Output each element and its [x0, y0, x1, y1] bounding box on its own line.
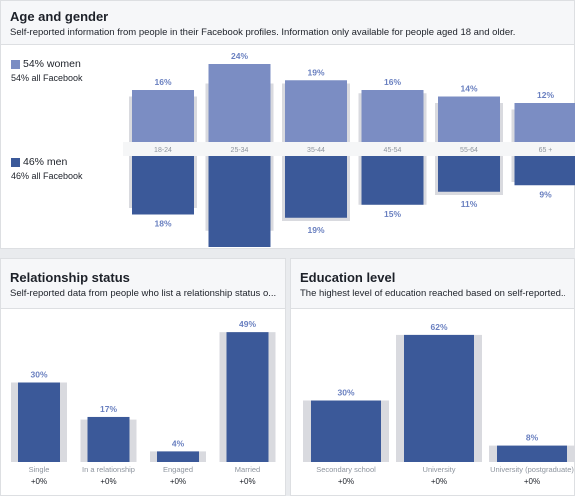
relationship-bar-engaged — [157, 451, 199, 462]
education-change-label-university-postgraduate: +0% — [524, 477, 540, 486]
education-title: Education level — [300, 270, 396, 285]
age-tick-label-45-54: 45-54 — [384, 147, 402, 154]
men-bar-25-34 — [208, 156, 271, 247]
women-value-label-35-44: 19% — [307, 67, 324, 77]
relationship-bar-married — [226, 332, 269, 462]
women-bar-55-64 — [438, 96, 500, 142]
education-header: Education level The highest level of edu… — [291, 259, 574, 309]
relationship-panel: Relationship status Self-reported data f… — [0, 258, 286, 496]
education-subtitle: The highest level of education reached b… — [300, 288, 565, 299]
women-value-label-55-64: 14% — [460, 84, 477, 94]
education-chart: 30% Secondary school +0% 62% University +0% 8%… — [303, 322, 575, 486]
women-value-label-18-24: 16% — [154, 77, 171, 87]
age-gender-chart: 16%18%18-2424%28%25-3419%19%35-4416%15%4… — [123, 51, 575, 247]
women-legend: 54% women 54% all Facebook — [11, 58, 83, 83]
women-bar-18-24 — [132, 90, 194, 142]
men-bar-45-54 — [361, 156, 424, 205]
relationship-title: Relationship status — [10, 270, 130, 285]
education-value-label-university: 62% — [430, 322, 447, 332]
men-swatch — [11, 157, 20, 167]
women-swatch — [11, 59, 20, 69]
relationship-tick-label-in-a-relationship: In a relationship — [82, 465, 135, 474]
education-tick-label-secondary-school: Secondary school — [316, 465, 376, 474]
relationship-subtitle: Self-reported data from people who list … — [10, 288, 276, 299]
relationship-tick-label-married: Married — [235, 465, 260, 474]
women-bar-25-34 — [208, 64, 271, 142]
education-bar-university — [404, 334, 474, 462]
men-value-label-65: 9% — [539, 189, 552, 199]
men-bar-55-64 — [438, 156, 500, 192]
women-value-label-25-34: 24% — [231, 51, 248, 61]
education-value-label-secondary-school: 30% — [337, 388, 354, 398]
men-bar-65 — [514, 156, 575, 186]
men-bar-35-44 — [285, 156, 347, 218]
relationship-value-label-in-a-relationship: 17% — [100, 404, 117, 414]
education-panel: Education level The highest level of edu… — [290, 258, 575, 496]
education-bar-university-postgraduate — [497, 445, 567, 462]
women-legend-sub: 54% all Facebook — [11, 73, 83, 83]
women-bar-35-44 — [285, 80, 347, 142]
age-gender-subtitle: Self-reported information from people in… — [10, 27, 516, 38]
men-value-label-18-24: 18% — [154, 219, 171, 229]
education-tick-label-university-postgraduate: University (postgraduate) — [490, 465, 574, 474]
age-tick-label-55-64: 55-64 — [460, 147, 478, 154]
men-value-label-55-64: 11% — [461, 199, 478, 209]
women-bar-45-54 — [361, 90, 424, 142]
age-gender-header: Age and gender Self-reported information… — [1, 1, 574, 45]
men-value-label-45-54: 15% — [384, 209, 401, 219]
men-legend-label: 46% men — [23, 156, 68, 168]
relationship-value-label-single: 30% — [30, 370, 47, 380]
relationship-bar-in-a-relationship — [87, 416, 130, 462]
relationship-chart: 30% Single +0% 17% In a relationship +0% 4% Eng… — [11, 319, 276, 486]
relationship-bar-single — [18, 382, 60, 462]
men-bar-18-24 — [132, 156, 194, 215]
women-bar-65 — [514, 103, 575, 142]
age-tick-label-18-24: 18-24 — [154, 147, 172, 154]
education-tick-label-university: University — [423, 465, 456, 474]
age-tick-label-65: 65 + — [539, 147, 553, 154]
women-value-label-45-54: 16% — [384, 77, 401, 87]
age-axis-band — [123, 142, 575, 156]
relationship-change-label-single: +0% — [31, 477, 47, 486]
men-legend-sub: 46% all Facebook — [11, 171, 83, 181]
relationship-header: Relationship status Self-reported data f… — [1, 259, 285, 309]
relationship-change-label-engaged: +0% — [170, 477, 186, 486]
education-value-label-university-postgraduate: 8% — [526, 433, 539, 443]
relationship-change-label-married: +0% — [239, 477, 255, 486]
men-value-label-35-44: 19% — [307, 225, 324, 235]
age-gender-title: Age and gender — [10, 9, 109, 24]
age-gender-panel: Age and gender Self-reported information… — [0, 0, 575, 249]
women-legend-label: 54% women — [23, 58, 81, 70]
men-legend: 46% men 46% all Facebook — [11, 156, 83, 181]
relationship-tick-label-engaged: Engaged — [163, 465, 193, 474]
relationship-change-label-in-a-relationship: +0% — [100, 477, 116, 486]
relationship-value-label-married: 49% — [239, 319, 256, 329]
age-tick-label-35-44: 35-44 — [307, 147, 325, 154]
education-change-label-secondary-school: +0% — [338, 477, 354, 486]
education-bar-secondary-school — [311, 400, 381, 462]
age-tick-label-25-34: 25-34 — [231, 147, 249, 154]
relationship-tick-label-single: Single — [29, 465, 50, 474]
women-value-label-65: 12% — [537, 90, 554, 100]
relationship-value-label-engaged: 4% — [172, 438, 185, 448]
education-change-label-university: +0% — [431, 477, 447, 486]
